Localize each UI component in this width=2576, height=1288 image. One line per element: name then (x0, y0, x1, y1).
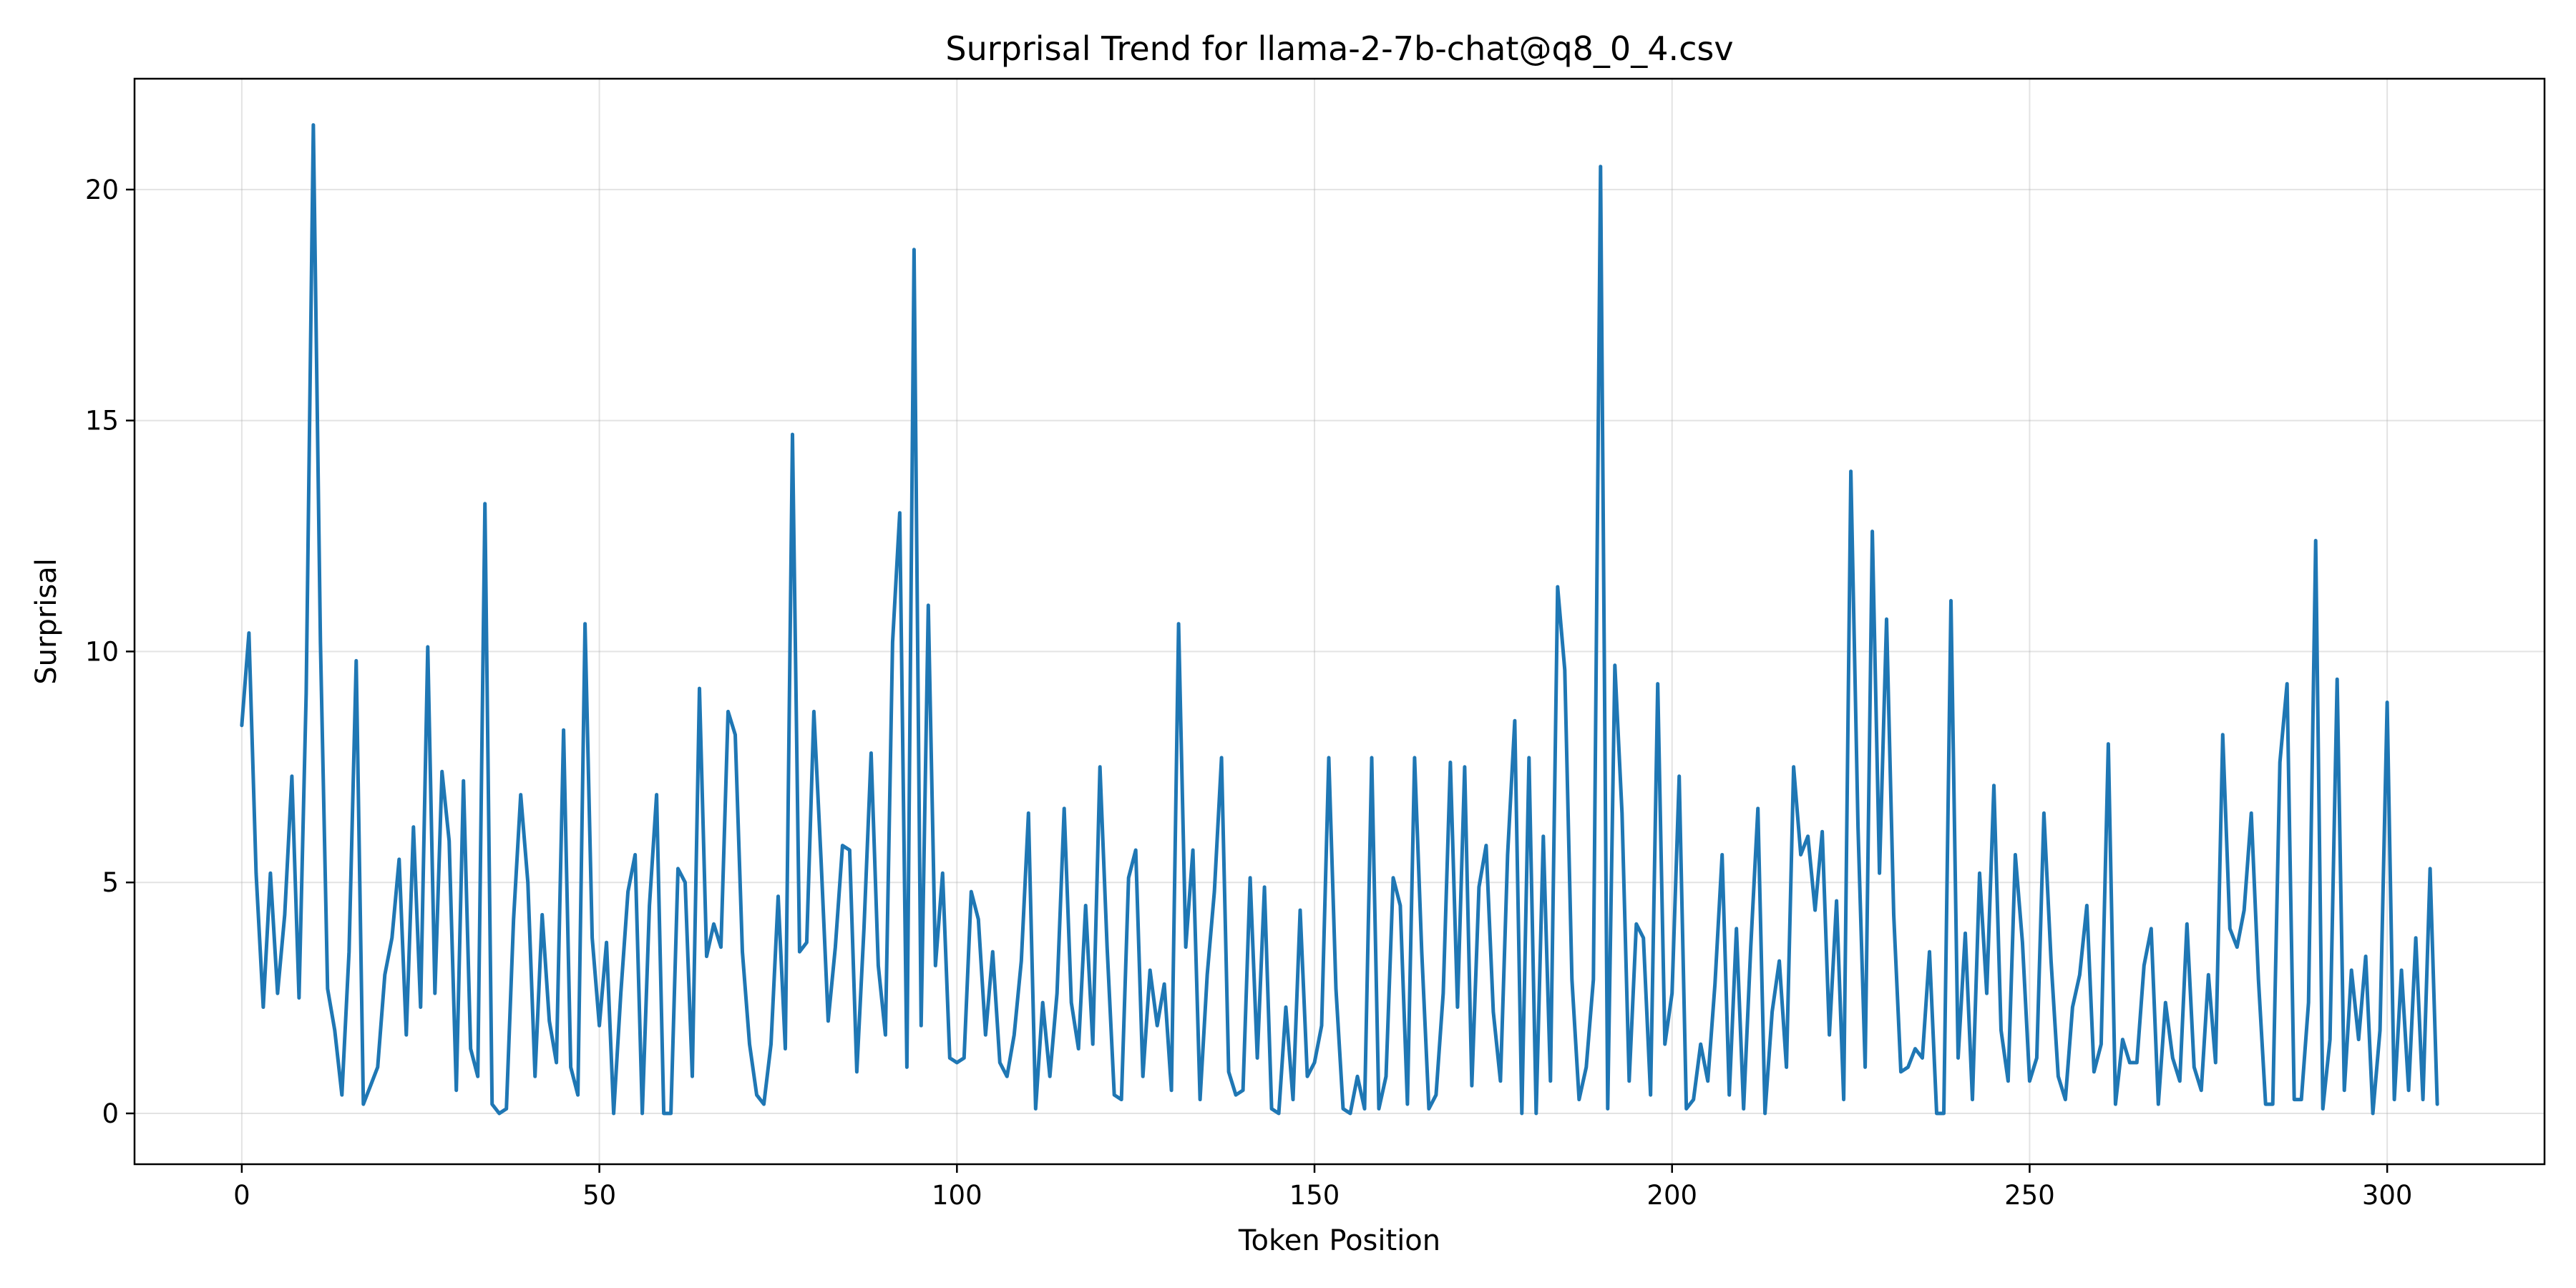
y-tick-label: 5 (102, 867, 119, 898)
axis-ticks: 0 50 100 150 200 250 300 0 5 10 15 20 (85, 175, 2413, 1211)
y-tick-label: 0 (102, 1098, 119, 1129)
x-tick-label: 50 (582, 1180, 616, 1211)
y-tick-label: 10 (85, 636, 119, 667)
surprisal-series-line (240, 123, 2439, 1116)
y-tick-label: 15 (85, 406, 119, 436)
series-layer (240, 123, 2439, 1116)
x-tick-label: 200 (1646, 1180, 1697, 1211)
chart-title: Surprisal Trend for llama-2-7b-chat@q8_0… (945, 29, 1733, 68)
x-axis-label: Token Position (1238, 1224, 1440, 1257)
x-tick-label: 300 (2362, 1180, 2413, 1211)
grid-lines (135, 79, 2545, 1164)
x-tick-label: 100 (932, 1180, 982, 1211)
y-tick-label: 20 (85, 175, 119, 205)
x-tick-label: 150 (1289, 1180, 1340, 1211)
x-tick-label: 0 (233, 1180, 250, 1211)
plot-frame (133, 77, 2546, 1166)
y-axis-label: Surprisal (30, 558, 63, 685)
x-tick-label: 250 (2004, 1180, 2055, 1211)
